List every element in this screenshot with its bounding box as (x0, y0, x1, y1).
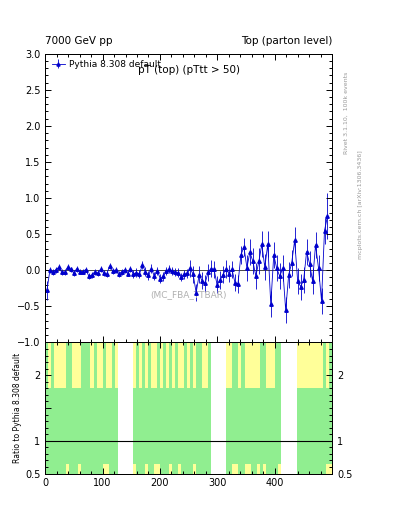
Bar (154, 464, 157, 474)
Bar (133, 343, 136, 388)
Bar (130, 343, 133, 474)
Bar (133, 464, 136, 474)
Bar (202, 343, 205, 388)
Bar (317, 343, 320, 388)
Bar (79, 464, 81, 474)
Bar (154, 343, 157, 388)
Bar (326, 464, 329, 474)
Bar (253, 343, 257, 388)
Bar (269, 343, 272, 388)
Bar (308, 343, 311, 388)
Bar (293, 343, 296, 474)
Bar (263, 464, 266, 474)
Bar (232, 464, 235, 474)
Bar (60, 343, 63, 388)
Bar (151, 343, 154, 388)
Bar (90, 343, 94, 388)
Bar (193, 343, 196, 388)
Bar (211, 343, 214, 474)
Bar (281, 343, 284, 474)
Bar (320, 343, 323, 388)
Text: mcplots.cern.ch [arXiv:1306.3436]: mcplots.cern.ch [arXiv:1306.3436] (358, 151, 363, 259)
Bar (181, 343, 184, 388)
Bar (217, 343, 220, 474)
Text: Rivet 3.1.10,  100k events: Rivet 3.1.10, 100k events (344, 72, 349, 154)
Bar (178, 343, 181, 388)
Bar (99, 343, 103, 388)
Bar (118, 343, 121, 474)
Bar (75, 343, 79, 388)
Bar (226, 343, 230, 388)
Bar (121, 343, 124, 474)
Bar (235, 464, 239, 474)
Bar (166, 343, 169, 388)
Bar (157, 464, 160, 474)
Bar (272, 343, 275, 388)
Bar (124, 343, 127, 474)
Bar (251, 343, 253, 388)
Bar (45, 343, 332, 474)
Bar (139, 343, 142, 388)
Bar (244, 343, 248, 388)
Bar (145, 343, 148, 388)
Bar (282, 343, 296, 474)
Bar (169, 464, 172, 474)
Text: (MC_FBA_TTBAR): (MC_FBA_TTBAR) (151, 290, 227, 299)
Text: pT (top) (pTtt > 50): pT (top) (pTtt > 50) (138, 66, 240, 75)
Bar (248, 343, 251, 388)
Text: Top (parton level): Top (parton level) (241, 36, 332, 46)
Bar (160, 343, 163, 388)
Bar (299, 343, 302, 388)
Bar (266, 343, 269, 388)
Bar (223, 343, 226, 474)
Bar (127, 343, 130, 474)
Bar (284, 343, 287, 474)
Bar (193, 464, 196, 474)
Bar (115, 343, 118, 388)
Bar (97, 343, 99, 388)
Bar (239, 343, 241, 388)
Bar (230, 343, 232, 388)
Bar (302, 343, 305, 388)
Bar (106, 343, 108, 388)
Bar (296, 343, 299, 388)
Bar (108, 343, 112, 388)
Bar (257, 343, 260, 388)
Bar (244, 464, 248, 474)
Bar (248, 464, 251, 474)
Bar (326, 343, 329, 388)
Bar (187, 343, 190, 388)
Text: 7000 GeV pp: 7000 GeV pp (45, 36, 113, 46)
Bar (72, 343, 75, 388)
Bar (57, 343, 60, 388)
Bar (178, 464, 181, 474)
Bar (305, 343, 308, 388)
Bar (66, 464, 69, 474)
Bar (213, 343, 225, 474)
Bar (48, 343, 51, 388)
Bar (79, 343, 81, 388)
Legend: Pythia 8.308 default: Pythia 8.308 default (50, 58, 162, 71)
Bar (220, 343, 223, 474)
Bar (205, 343, 208, 388)
Bar (214, 343, 217, 474)
Bar (106, 464, 108, 474)
Y-axis label: Ratio to Pythia 8.308 default: Ratio to Pythia 8.308 default (13, 353, 22, 463)
Bar (145, 464, 148, 474)
Bar (314, 343, 317, 388)
Bar (257, 464, 260, 474)
Bar (311, 343, 314, 388)
Bar (119, 343, 132, 474)
Bar (290, 343, 293, 474)
Bar (54, 343, 57, 388)
Bar (103, 464, 106, 474)
Bar (63, 343, 66, 388)
Bar (278, 464, 281, 474)
Bar (329, 464, 332, 474)
Bar (287, 343, 290, 474)
Bar (172, 343, 175, 388)
